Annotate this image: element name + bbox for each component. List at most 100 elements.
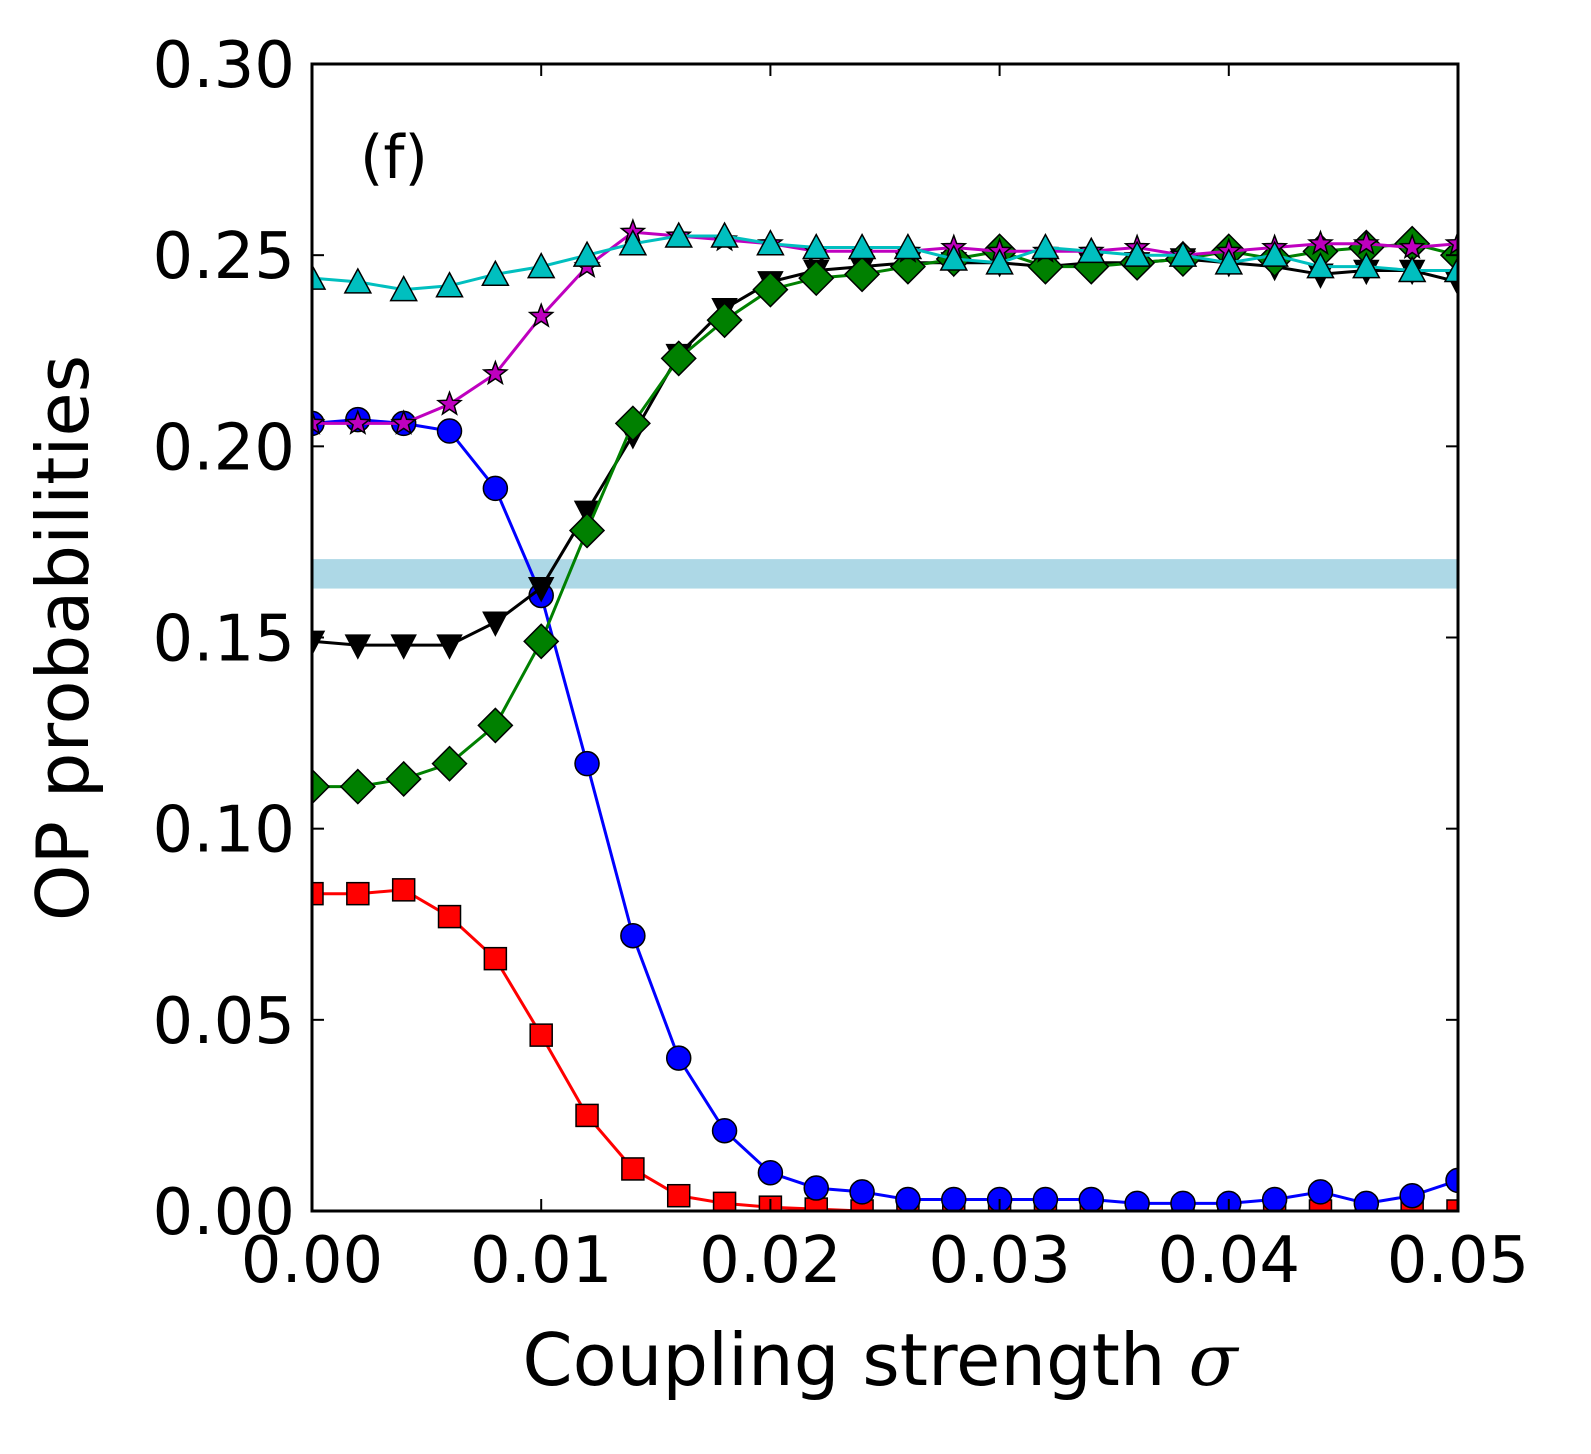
data-point-cyan-triangles-up: [801, 232, 831, 260]
data-point-cyan-triangles-up: [1031, 232, 1060, 260]
data-point-green-diamonds: [706, 302, 743, 339]
data-point-red-squares: [483, 946, 508, 971]
data-point-cyan-triangles-up: [572, 240, 602, 267]
data-point-blue-circles: [1399, 1182, 1425, 1209]
data-point-cyan-triangles-up: [893, 232, 923, 260]
data-point-green-diamonds: [385, 760, 422, 798]
data-point-magenta-stars: [1352, 229, 1380, 256]
plot-frame: [310, 62, 1460, 1213]
data-point-cyan-triangles-up: [1122, 240, 1152, 267]
data-point-green-diamonds: [660, 340, 697, 377]
series-line-magenta-stars: [312, 230, 1458, 425]
x-axis-label-text: Coupling strength: [522, 1318, 1165, 1402]
series-magenta-stars: [312, 218, 1458, 435]
data-point-blue-circles: [1124, 1190, 1150, 1211]
series-line-blue-circles: [312, 418, 1458, 1205]
x-axis-title: Coupling strength σ: [522, 1318, 1239, 1402]
data-point-cyan-triangles-up: [1260, 240, 1289, 267]
data-point-blue-circles: [482, 475, 509, 502]
data-point-green-diamonds: [844, 256, 881, 293]
data-point-blue-circles: [1170, 1190, 1196, 1211]
data-point-blue-circles: [711, 1117, 738, 1144]
y-tick-label: 0.15: [153, 603, 296, 677]
y-axis-title: OP probabilities: [21, 355, 105, 921]
data-point-green-diamonds: [339, 768, 376, 805]
data-point-cyan-triangles-up: [526, 252, 556, 279]
series-line-green-diamonds: [312, 242, 1458, 789]
data-point-blue-circles: [849, 1179, 875, 1205]
x-axis-symbol: σ: [1188, 1318, 1239, 1402]
y-tick-label: 0.05: [153, 985, 296, 1059]
data-point-cyan-triangles-up: [1214, 248, 1244, 275]
data-point-red-squares: [312, 881, 324, 906]
data-point-blue-circles: [941, 1186, 967, 1211]
data-point-magenta-stars: [312, 409, 326, 435]
panel-label: (f): [360, 123, 428, 193]
x-tick-label: 0.00: [241, 1224, 384, 1298]
data-point-green-diamonds: [889, 248, 926, 285]
data-point-magenta-stars: [390, 409, 418, 435]
series-black-triangles-down: [312, 248, 1458, 660]
data-point-cyan-triangles-up: [664, 221, 693, 248]
data-point-magenta-stars: [344, 409, 372, 435]
data-point-cyan-triangles-up: [847, 232, 877, 260]
series-line-red-squares: [312, 888, 1458, 1211]
data-point-cyan-triangles-up: [1397, 255, 1427, 283]
data-point-red-squares: [437, 904, 462, 929]
x-tick-label: 0.04: [1158, 1224, 1301, 1298]
y-tick-label: 0.00: [153, 1176, 296, 1250]
data-point-red-squares: [621, 1157, 645, 1181]
data-point-green-diamonds: [523, 623, 560, 660]
data-point-green-diamonds: [568, 512, 606, 549]
data-point-green-diamonds: [798, 260, 835, 297]
data-point-cyan-triangles-up: [1306, 252, 1335, 279]
x-tick-label: 0.05: [1387, 1224, 1530, 1298]
data-point-cyan-triangles-up: [481, 259, 510, 287]
data-point-cyan-triangles-up: [985, 248, 1014, 275]
data-point-blue-circles: [1261, 1186, 1288, 1211]
data-point-cyan-triangles-up: [1352, 252, 1381, 279]
data-point-blue-circles: [665, 1045, 692, 1071]
data-point-blue-circles: [1353, 1190, 1380, 1211]
series-cyan-triangles-up: [312, 221, 1458, 302]
data-point-green-diamonds: [312, 768, 331, 805]
data-point-red-squares: [391, 878, 416, 902]
series-layer: [312, 218, 1458, 1211]
data-point-cyan-triangles-up: [312, 263, 327, 290]
data-point-black-triangles-down: [482, 611, 509, 637]
y-tick-label: 0.25: [153, 220, 296, 294]
series-green-diamonds: [312, 225, 1458, 805]
data-point-red-squares: [804, 1197, 828, 1211]
data-point-green-diamonds: [1027, 248, 1064, 285]
data-point-blue-circles: [574, 750, 600, 777]
data-point-blue-circles: [803, 1175, 829, 1201]
x-tick-label: 0.01: [470, 1224, 613, 1298]
data-point-red-squares: [575, 1103, 599, 1128]
data-point-magenta-stars: [1307, 229, 1334, 256]
data-point-magenta-stars: [1444, 229, 1458, 256]
data-point-magenta-stars: [527, 302, 555, 328]
data-point-blue-circles: [436, 418, 463, 444]
data-point-black-triangles-down: [344, 634, 372, 660]
ticks-layer: [311, 63, 1459, 1212]
data-point-magenta-stars: [1398, 233, 1426, 259]
data-point-cyan-triangles-up: [756, 229, 785, 256]
reference-band-layer: [312, 559, 1458, 589]
data-point-cyan-triangles-up: [1168, 240, 1198, 267]
data-point-red-squares: [529, 1023, 553, 1047]
x-tick-label: 0.02: [699, 1224, 842, 1298]
data-point-cyan-triangles-up: [618, 229, 648, 256]
data-point-blue-circles: [1032, 1186, 1059, 1211]
data-point-red-squares: [712, 1191, 737, 1211]
data-point-cyan-triangles-up: [710, 221, 739, 248]
data-point-green-diamonds: [477, 707, 514, 744]
data-point-black-triangles-down: [390, 634, 417, 660]
data-point-green-diamonds: [614, 405, 651, 442]
x-tick-label: 0.03: [928, 1224, 1071, 1298]
data-point-blue-circles: [1078, 1186, 1105, 1211]
data-point-cyan-triangles-up: [1443, 255, 1458, 283]
data-point-cyan-triangles-up: [1077, 236, 1106, 264]
data-point-cyan-triangles-up: [343, 267, 373, 294]
data-point-red-squares: [666, 1183, 691, 1208]
